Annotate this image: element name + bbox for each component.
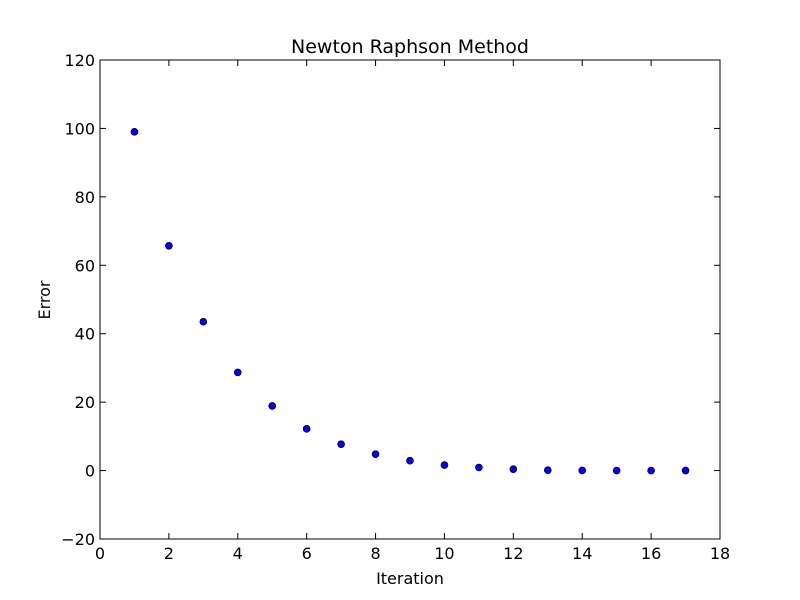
data-point — [199, 317, 208, 326]
data-point — [647, 466, 655, 475]
x-tick-label: 18 — [710, 544, 730, 563]
data-point — [681, 466, 690, 475]
data-point — [612, 466, 621, 475]
chart-title: Newton Raphson Method — [291, 36, 529, 58]
x-tick-label: 8 — [370, 544, 380, 563]
data-point — [578, 466, 587, 475]
y-tick-label: 100 — [64, 119, 95, 138]
x-tick-label: 16 — [641, 544, 661, 563]
y-axis-label: Error — [35, 280, 54, 319]
data-point — [475, 463, 483, 472]
y-tick-label: 20 — [75, 393, 95, 412]
x-tick-label: 12 — [503, 544, 523, 563]
data-point — [509, 465, 518, 474]
points-layer — [130, 128, 690, 475]
y-tick-label: 40 — [75, 325, 95, 344]
x-tick-label: 14 — [572, 544, 592, 563]
data-point — [337, 440, 345, 449]
data-point — [165, 241, 173, 250]
x-tick-label: 4 — [233, 544, 243, 563]
data-point — [302, 425, 311, 433]
data-point — [233, 368, 242, 377]
data-point — [371, 450, 380, 458]
y-tick-label: 120 — [64, 51, 95, 70]
ticks-layer — [99, 59, 721, 540]
data-point — [268, 402, 277, 410]
x-tick-label: 6 — [302, 544, 312, 563]
y-tick-label: 0 — [85, 462, 95, 481]
plot-frame — [99, 59, 721, 540]
data-point — [440, 461, 449, 469]
data-point — [406, 456, 414, 465]
y-tick-label: −20 — [61, 530, 95, 549]
y-tick-label: 80 — [75, 188, 95, 207]
x-tick-label: 0 — [95, 544, 105, 563]
data-point — [543, 466, 552, 475]
x-tick-label: 10 — [434, 544, 454, 563]
data-point — [130, 128, 139, 136]
x-axis-label: Iteration — [376, 569, 444, 588]
y-tick-label: 60 — [75, 256, 95, 275]
x-tick-label: 2 — [164, 544, 174, 563]
